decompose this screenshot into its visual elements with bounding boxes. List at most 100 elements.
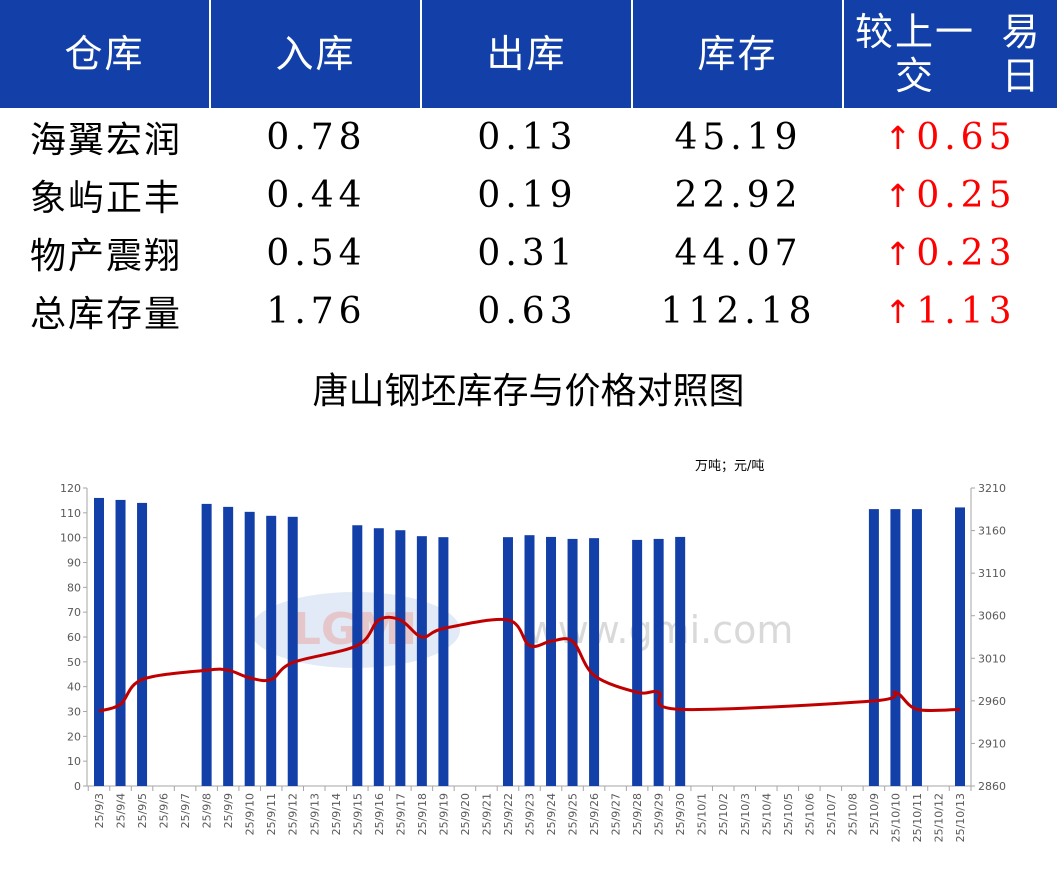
inventory-bar [137, 502, 148, 786]
x-tick-label: 25/9/12 [287, 793, 300, 835]
right-tick-label: 2860 [978, 780, 1006, 793]
right-tick-label: 2910 [978, 737, 1006, 750]
change-value: ↑1.13 [884, 290, 1017, 332]
left-tick-label: 100 [60, 532, 81, 545]
x-tick-label: 25/10/10 [889, 793, 902, 842]
change-value: ↑0.65 [884, 116, 1017, 158]
x-tick-label: 25/10/11 [911, 793, 924, 842]
table-header: 仓库 入库 出库 库存 较上一交 易日 [0, 0, 1057, 108]
price-line [98, 615, 961, 713]
inventory-bar [955, 507, 965, 786]
x-tick-label: 25/10/5 [782, 793, 795, 835]
x-tick-label: 25/10/4 [760, 793, 773, 835]
up-arrow-icon: ↑ [884, 118, 917, 157]
left-tick-label: 90 [67, 557, 81, 570]
up-arrow-icon: ↑ [884, 176, 917, 215]
x-tick-label: 25/9/28 [631, 793, 644, 835]
x-tick-label: 25/9/16 [373, 793, 386, 835]
inventory-bar [546, 536, 557, 786]
header-cell: 出库 [422, 0, 633, 108]
right-tick-label: 2960 [978, 695, 1006, 708]
chart-plot: LGMIwww.gmi.com0102030405060708090100110… [60, 482, 1006, 842]
x-tick-label: 25/9/10 [244, 793, 257, 835]
table-row: 物产震翔 0.54 0.31 44.07 ↑0.23 [0, 224, 1057, 282]
x-tick-label: 25/10/1 [696, 793, 709, 835]
x-tick-label: 25/9/30 [674, 793, 687, 835]
x-tick-label: 25/9/20 [459, 793, 472, 835]
inventory-bar [524, 535, 535, 786]
inventory-bar [115, 499, 126, 786]
x-tick-label: 25/9/22 [502, 793, 515, 835]
inbound-value: 0.44 [266, 174, 367, 216]
inventory-bar [868, 509, 879, 786]
x-tick-label: 25/10/2 [717, 793, 730, 835]
right-tick-label: 3160 [978, 525, 1006, 538]
x-tick-label: 25/9/9 [222, 793, 235, 828]
x-tick-label: 25/9/25 [567, 793, 580, 835]
x-tick-label: 25/9/5 [136, 793, 149, 828]
x-tick-label: 25/10/9 [868, 793, 881, 835]
inventory-bar [395, 530, 406, 786]
change-value: ↑0.25 [884, 174, 1017, 216]
left-tick-label: 30 [67, 706, 81, 719]
up-arrow-icon: ↑ [884, 292, 917, 331]
x-tick-label: 25/9/6 [158, 793, 171, 828]
x-tick-label: 25/9/7 [179, 793, 192, 828]
x-tick-label: 25/9/24 [545, 793, 558, 835]
warehouse-name: 物产震翔 [30, 236, 183, 277]
left-tick-label: 70 [67, 606, 81, 619]
x-tick-label: 25/9/29 [653, 793, 666, 835]
table-row: 象屿正丰 0.44 0.19 22.92 ↑0.25 [0, 166, 1057, 224]
inventory-bar [632, 539, 643, 786]
left-tick-label: 120 [60, 482, 81, 495]
inventory-bar [438, 537, 449, 786]
x-tick-label: 25/9/14 [330, 793, 343, 835]
x-tick-label: 25/9/8 [201, 793, 214, 828]
x-tick-label: 25/10/12 [932, 793, 945, 842]
right-tick-label: 3010 [978, 652, 1006, 665]
x-tick-label: 25/9/17 [394, 793, 407, 835]
inbound-value: 0.78 [266, 116, 367, 158]
x-tick-label: 25/9/13 [308, 793, 321, 835]
stock-value: 44.07 [674, 232, 803, 274]
change-value: ↑0.23 [884, 232, 1017, 274]
header-cell: 入库 [211, 0, 422, 108]
header-cell: 较上一交 易日 [854, 10, 1042, 98]
x-tick-label: 25/9/27 [610, 793, 623, 835]
header-cell: 库存 [633, 0, 844, 108]
table-row: 总库存量 1.76 0.63 112.18 ↑1.13 [0, 282, 1057, 340]
outbound-value: 0.13 [477, 116, 578, 158]
inventory-bar [567, 538, 578, 786]
x-tick-label: 25/9/3 [93, 793, 106, 828]
inventory-bar [653, 538, 664, 786]
x-tick-label: 25/10/6 [803, 793, 816, 835]
x-tick-label: 25/10/7 [825, 793, 838, 835]
inventory-bar [223, 506, 234, 786]
inventory-bar [244, 511, 255, 786]
warehouse-name: 象屿正丰 [30, 178, 183, 219]
left-tick-label: 10 [67, 755, 81, 768]
inventory-price-chart: 唐山钢坯库存与价格对照图 万吨；元/吨 LGMIwww.gmi.com01020… [0, 340, 1057, 895]
outbound-value: 0.31 [477, 232, 578, 274]
inbound-value: 0.54 [266, 232, 367, 274]
outbound-value: 0.19 [477, 174, 578, 216]
x-tick-label: 25/9/23 [524, 793, 537, 835]
left-tick-label: 0 [74, 780, 81, 793]
stock-value: 112.18 [660, 290, 817, 332]
x-tick-label: 25/10/8 [846, 793, 859, 835]
inventory-bar [352, 525, 363, 786]
x-tick-label: 25/9/26 [588, 793, 601, 835]
table-body: 海翼宏润 0.78 0.13 45.19 ↑0.65 象屿正丰 0.44 0.19 22.92 ↑… [0, 108, 1057, 340]
inventory-bar [201, 503, 212, 786]
inventory-bar [94, 497, 104, 786]
x-tick-label: 25/10/3 [739, 793, 752, 835]
inventory-bar [416, 536, 427, 786]
left-tick-label: 110 [60, 507, 81, 520]
x-tick-label: 25/9/21 [480, 793, 493, 835]
left-tick-label: 50 [67, 656, 81, 669]
x-tick-label: 25/9/11 [265, 793, 278, 835]
left-tick-label: 60 [67, 631, 81, 644]
stock-value: 45.19 [674, 116, 803, 158]
up-arrow-icon: ↑ [884, 234, 917, 273]
x-tick-label: 25/9/19 [437, 793, 450, 835]
